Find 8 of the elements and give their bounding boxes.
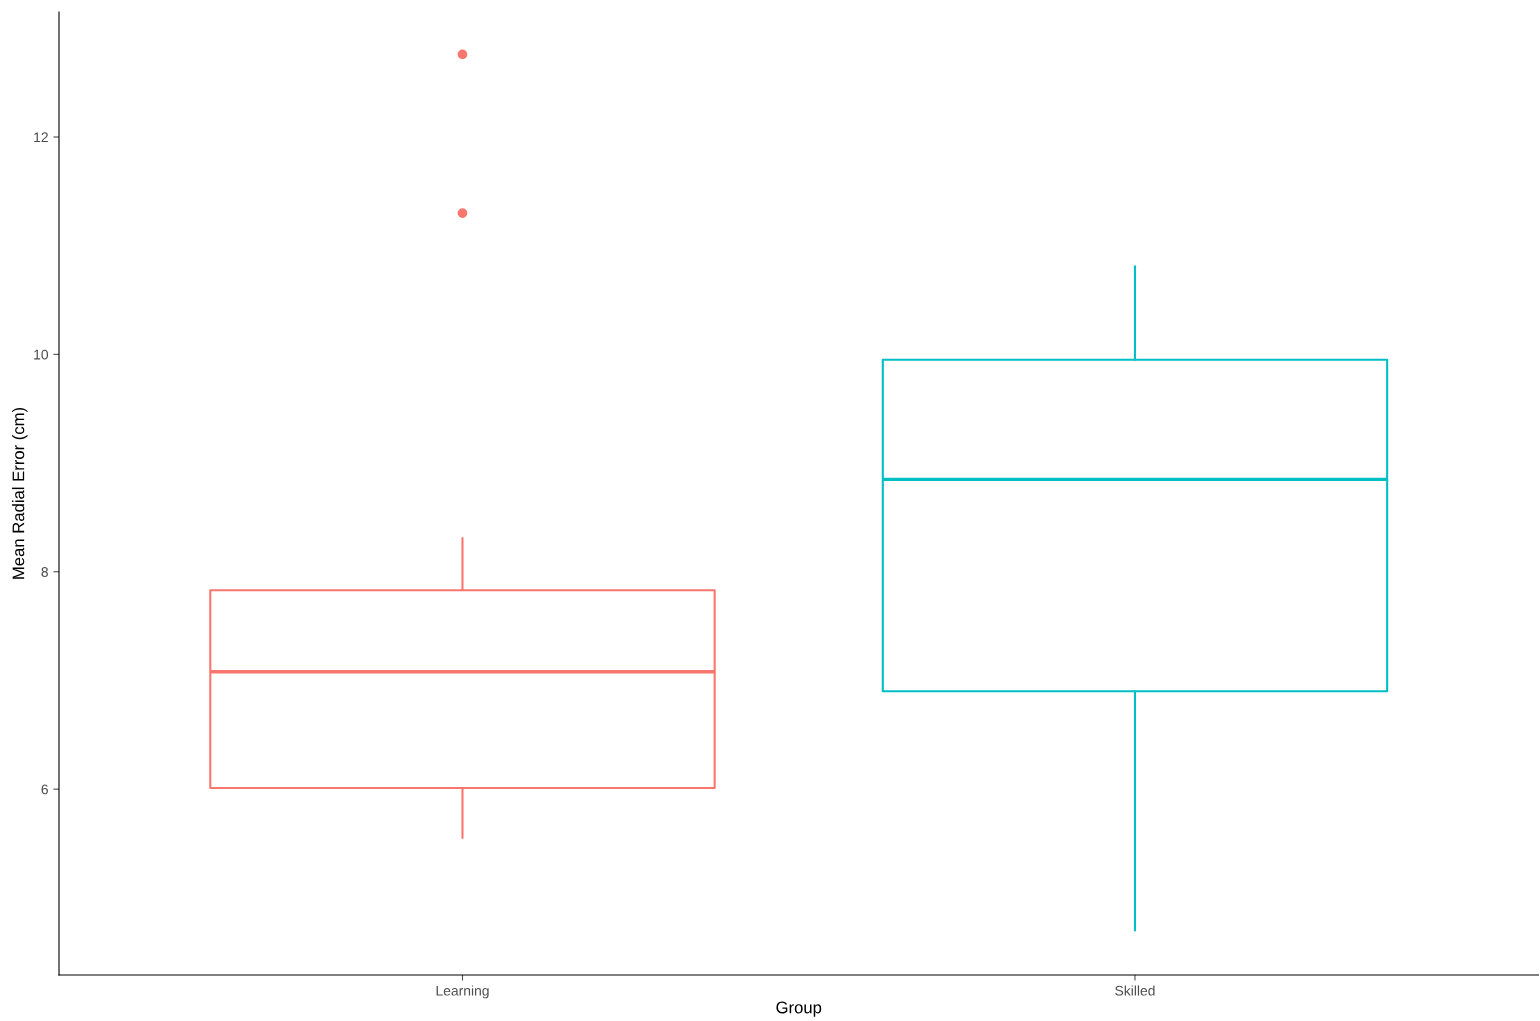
y-axis-title: Mean Radial Error (cm) (12, 407, 28, 579)
y-tick-label: 12 (34, 132, 48, 143)
x-tick-label: Learning (436, 985, 489, 999)
y-tick-label: 6 (41, 784, 48, 795)
y-tick-label: 8 (41, 567, 48, 577)
x-tick-label: Skilled (1115, 985, 1155, 996)
x-axis-title: Group (776, 1001, 822, 1017)
y-tick-label: 10 (34, 349, 49, 360)
